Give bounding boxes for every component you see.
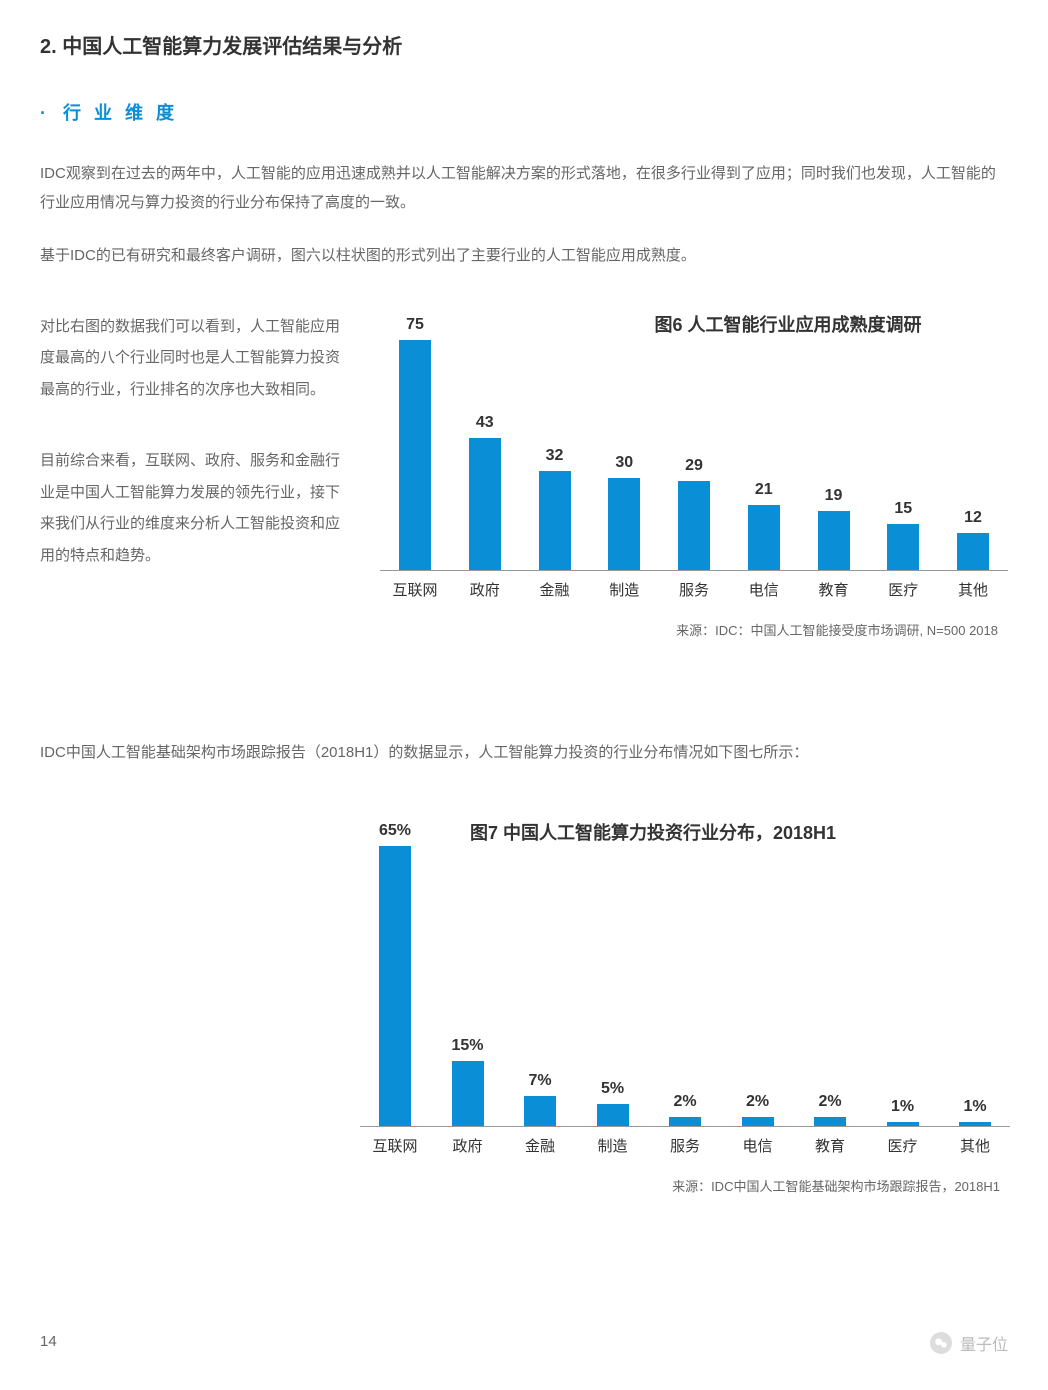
bar-label: 电信 (734, 579, 794, 600)
bullet-icon: · (40, 103, 50, 123)
paragraph-3: IDC中国人工智能基础架构市场跟踪报告（2018H1）的数据显示，人工智能算力投… (40, 739, 1008, 768)
bar-value: 1% (891, 1098, 914, 1116)
bar (379, 846, 411, 1126)
bar-value: 32 (546, 447, 564, 465)
bar-group: 29 (664, 457, 724, 570)
bar (539, 471, 571, 569)
bar (469, 438, 501, 570)
bar (957, 533, 989, 570)
bar (597, 1104, 629, 1126)
chart7-labels: 互联网政府金融制造服务电信教育医疗其他 (360, 1127, 1010, 1156)
bar-value: 43 (476, 414, 494, 432)
bar (742, 1117, 774, 1126)
bar (814, 1117, 846, 1126)
bar-group: 15% (438, 1037, 498, 1126)
bar-label: 金融 (510, 1135, 570, 1156)
bar-group: 5% (583, 1080, 643, 1126)
bar-label: 其他 (943, 579, 1003, 600)
bar-group: 1% (945, 1098, 1005, 1126)
subsection-label: 行 业 维 度 (63, 103, 178, 123)
watermark: 量子位 (930, 1331, 1008, 1355)
bar-group: 75 (385, 316, 445, 570)
bar-group: 1% (873, 1098, 933, 1126)
paragraph-2: 基于IDC的已有研究和最终客户调研，图六以柱状图的形式列出了主要行业的人工智能应… (40, 242, 1008, 271)
chart6-source: 来源：IDC：中国人工智能接受度市场调研, N=500 2018 (380, 620, 1008, 639)
bar-value: 75 (406, 316, 424, 334)
bar-value: 15% (451, 1037, 483, 1055)
chart7-container: 图7 中国人工智能算力投资行业分布，2018H1 65% 15% 7% 5% 2% 2% 2… (360, 817, 1010, 1195)
bar-group: 65% (365, 822, 425, 1126)
chart6-labels: 互联网政府金融制造服务电信教育医疗其他 (380, 571, 1008, 600)
bar (669, 1117, 701, 1126)
wechat-icon (930, 1332, 952, 1354)
bar-label: 医疗 (873, 579, 933, 600)
chart6-container: 图6 人工智能行业应用成熟度调研 75 43 32 30 29 21 19 15 12 互联网政… (380, 311, 1008, 639)
bar (959, 1122, 991, 1126)
bar-label: 医疗 (873, 1135, 933, 1156)
bar (678, 481, 710, 570)
bar-value: 2% (818, 1093, 841, 1111)
bar-value: 1% (963, 1098, 986, 1116)
chart6-title: 图6 人工智能行业应用成熟度调研 (588, 311, 988, 337)
bar-label: 政府 (438, 1135, 498, 1156)
bar (452, 1061, 484, 1126)
bar-group: 12 (943, 509, 1003, 570)
bar (887, 524, 919, 570)
subsection-heading: · 行 业 维 度 (40, 99, 1008, 125)
bar-label: 电信 (728, 1135, 788, 1156)
bar-value: 7% (528, 1072, 551, 1090)
bar-label: 金融 (525, 579, 585, 600)
chart7-title: 图7 中国人工智能算力投资行业分布，2018H1 (470, 819, 836, 845)
page-number: 14 (40, 1333, 57, 1350)
bar-group: 32 (525, 447, 585, 569)
bar-group: 2% (655, 1093, 715, 1126)
bar-group: 7% (510, 1072, 570, 1126)
bar-label: 其他 (945, 1135, 1005, 1156)
left-column: 对比右图的数据我们可以看到，人工智能应用度最高的八个行业同时也是人工智能算力投资… (40, 311, 350, 639)
bar-label: 教育 (800, 1135, 860, 1156)
bar-label: 服务 (655, 1135, 715, 1156)
bar-value: 12 (964, 509, 982, 527)
left-paragraph-2: 目前综合来看，互联网、政府、服务和金融行业是中国人工智能算力发展的领先行业，接下… (40, 445, 350, 571)
bar (748, 505, 780, 569)
bar (608, 478, 640, 570)
bar (524, 1096, 556, 1126)
bar-group: 43 (455, 414, 515, 570)
bar-group: 19 (804, 487, 864, 569)
bar-label: 互联网 (365, 1135, 425, 1156)
bar (399, 340, 431, 570)
bar-group: 15 (873, 500, 933, 570)
bar-group: 2% (800, 1093, 860, 1126)
bar-label: 制造 (594, 579, 654, 600)
chart7-source: 来源：IDC中国人工智能基础架构市场跟踪报告，2018H1 (360, 1176, 1010, 1195)
bar-label: 制造 (583, 1135, 643, 1156)
watermark-text: 量子位 (960, 1331, 1008, 1355)
bar-group: 21 (734, 481, 794, 569)
bar-value: 29 (685, 457, 703, 475)
bar (818, 511, 850, 569)
chart6-bars: 75 43 32 30 29 21 19 15 12 (380, 311, 1008, 571)
two-column-row: 对比右图的数据我们可以看到，人工智能应用度最高的八个行业同时也是人工智能算力投资… (40, 311, 1008, 639)
bar-label: 教育 (804, 579, 864, 600)
bar-value: 5% (601, 1080, 624, 1098)
bar-value: 65% (379, 822, 411, 840)
bar-label: 政府 (455, 579, 515, 600)
bar-value: 19 (825, 487, 843, 505)
paragraph-1: IDC观察到在过去的两年中，人工智能的应用迅速成熟并以人工智能解决方案的形式落地… (40, 160, 1008, 217)
bar-value: 2% (673, 1093, 696, 1111)
bar-value: 30 (615, 454, 633, 472)
bar-group: 30 (594, 454, 654, 570)
bar-value: 2% (746, 1093, 769, 1111)
bar (887, 1122, 919, 1126)
bar-label: 服务 (664, 579, 724, 600)
left-paragraph-1: 对比右图的数据我们可以看到，人工智能应用度最高的八个行业同时也是人工智能算力投资… (40, 311, 350, 406)
bar-value: 15 (894, 500, 912, 518)
chart7-bars: 65% 15% 7% 5% 2% 2% 2% 1% 1% (360, 817, 1010, 1127)
bar-group: 2% (728, 1093, 788, 1126)
bar-value: 21 (755, 481, 773, 499)
section-title: 2. 中国人工智能算力发展评估结果与分析 (40, 30, 1008, 59)
bar-label: 互联网 (385, 579, 445, 600)
